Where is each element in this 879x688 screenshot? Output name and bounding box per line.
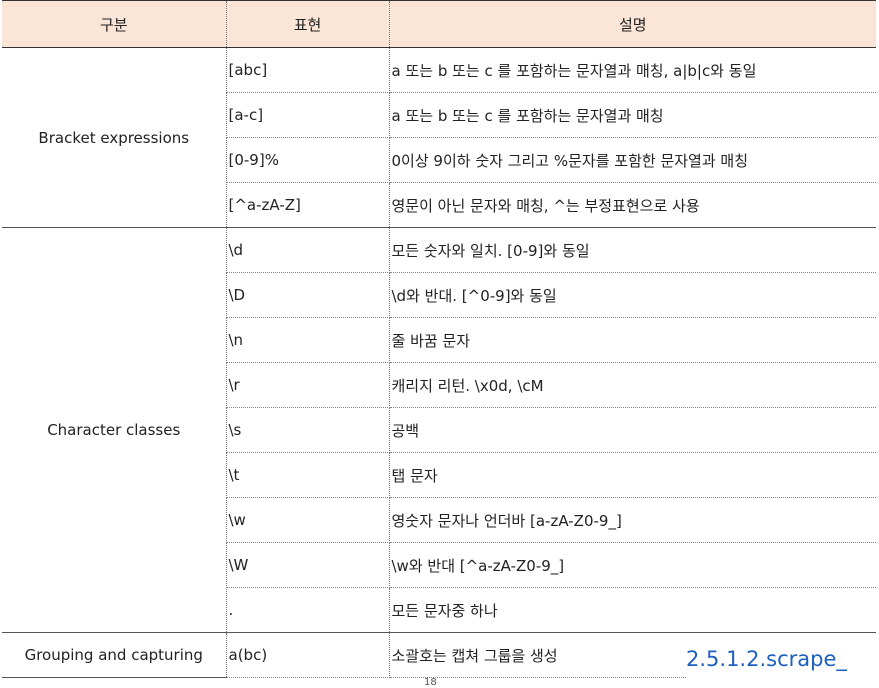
header-expression: 표현 [225, 0, 390, 48]
expression-cell: \d [225, 227, 390, 273]
description-cell: 캐리지 리턴. \x0d, \cM [388, 362, 876, 408]
header-description: 설명 [388, 0, 876, 48]
table-row: \W \w와 반대 [^a-zA-Z0-9_] [2, 542, 876, 588]
table-row: [^a-zA-Z] 영문이 아닌 문자와 매칭, ^는 부정표현으로 사용 [2, 182, 876, 228]
table-row: Character classes \d 모든 숫자와 일치. [0-9]와 동… [2, 227, 876, 633]
table-row: [0-9]% 0이상 9이하 숫자 그리고 %문자를 포함한 문자열과 매칭 [2, 137, 876, 183]
table-row: . 모든 문자중 하나 [2, 587, 876, 633]
expression-cell: \D [225, 272, 390, 318]
category-cell: Grouping and capturing [2, 632, 227, 678]
expression-cell: \W [225, 542, 390, 588]
table-row: \r 캐리지 리턴. \x0d, \cM [2, 362, 876, 408]
table-row: \s 공백 [2, 407, 876, 453]
category-cell: Character classes [2, 227, 227, 633]
description-cell: 모든 문자중 하나 [388, 587, 876, 633]
description-cell: 공백 [388, 407, 876, 453]
expression-cell: \w [225, 497, 390, 543]
page-number: 18 [424, 677, 437, 688]
table-row: \w 영숫자 문자나 언더바 [a-zA-Z0-9_] [2, 497, 876, 543]
description-cell: \w와 반대 [^a-zA-Z0-9_] [388, 542, 876, 588]
description-cell: 영문이 아닌 문자와 매칭, ^는 부정표현으로 사용 [388, 182, 876, 228]
category-cell: Bracket expressions [2, 47, 227, 228]
table-body: Bracket expressions [abc] a 또는 b 또는 c 를 … [2, 47, 876, 678]
table-row: [a-c] a 또는 b 또는 c 를 포함하는 문자열과 매칭 [2, 92, 876, 138]
expression-cell: a(bc) [225, 632, 390, 678]
expression-cell: [0-9]% [225, 137, 390, 183]
header-row: 구분 표현 설명 [2, 0, 876, 48]
expression-cell: \n [225, 317, 390, 363]
header-category: 구분 [2, 0, 227, 48]
table-row: \t 탭 문자 [2, 452, 876, 498]
expression-cell: . [225, 587, 390, 633]
regex-table: 구분 표현 설명 Bracket expressions [abc] a 또는 … [2, 0, 876, 678]
expression-cell: [abc] [225, 47, 390, 93]
table-row: \D \d와 반대. [^0-9]와 동일 [2, 272, 876, 318]
description-cell: 영숫자 문자나 언더바 [a-zA-Z0-9_] [388, 497, 876, 543]
expression-cell: \r [225, 362, 390, 408]
file-name-overlay: 2.5.1.2.scrape_ [686, 647, 879, 679]
expression-cell: [a-c] [225, 92, 390, 138]
expression-cell: \t [225, 452, 390, 498]
description-cell: 모든 숫자와 일치. [0-9]와 동일 [388, 227, 876, 273]
description-cell: 탭 문자 [388, 452, 876, 498]
table-row: \n 줄 바꿈 문자 [2, 317, 876, 363]
description-cell: 줄 바꿈 문자 [388, 317, 876, 363]
description-cell: 0이상 9이하 숫자 그리고 %문자를 포함한 문자열과 매칭 [388, 137, 876, 183]
description-cell: \d와 반대. [^0-9]와 동일 [388, 272, 876, 318]
expression-cell: [^a-zA-Z] [225, 182, 390, 228]
description-cell: a 또는 b 또는 c 를 포함하는 문자열과 매칭, a|b|c와 동일 [388, 47, 876, 93]
expression-cell: \s [225, 407, 390, 453]
table-row: Bracket expressions [abc] a 또는 b 또는 c 를 … [2, 47, 876, 228]
description-cell: a 또는 b 또는 c 를 포함하는 문자열과 매칭 [388, 92, 876, 138]
